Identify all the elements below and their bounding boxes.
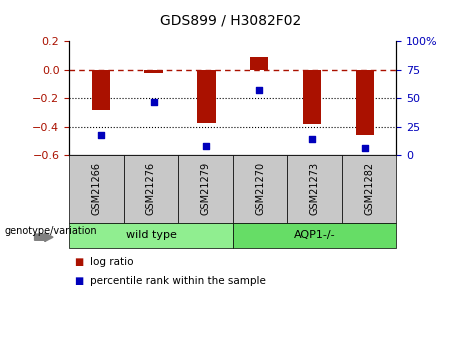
Bar (197, 70, 216, 122)
Text: GSM21282: GSM21282 (364, 162, 374, 215)
Bar (250, 57, 268, 70)
Point (97, 132, 105, 138)
Bar (92, 70, 110, 110)
Text: GSM21270: GSM21270 (255, 162, 265, 215)
Point (203, 144, 210, 149)
Bar (303, 70, 321, 124)
Bar (144, 70, 163, 73)
Point (308, 137, 316, 142)
Point (361, 146, 368, 151)
Text: GSM21276: GSM21276 (146, 162, 156, 215)
Text: ■: ■ (74, 257, 83, 267)
Text: genotype/variation: genotype/variation (5, 226, 97, 236)
Text: GSM21273: GSM21273 (310, 162, 319, 215)
Text: wild type: wild type (125, 230, 177, 240)
Point (255, 88, 263, 93)
Text: percentile rank within the sample: percentile rank within the sample (90, 276, 266, 286)
Text: log ratio: log ratio (90, 257, 133, 267)
Point (150, 99, 157, 105)
Text: GDS899 / H3082F02: GDS899 / H3082F02 (160, 14, 301, 28)
Text: ■: ■ (74, 276, 83, 286)
Text: GSM21279: GSM21279 (201, 162, 211, 215)
Text: GSM21266: GSM21266 (91, 162, 101, 215)
Bar (355, 70, 374, 135)
Text: AQP1-/-: AQP1-/- (294, 230, 336, 240)
